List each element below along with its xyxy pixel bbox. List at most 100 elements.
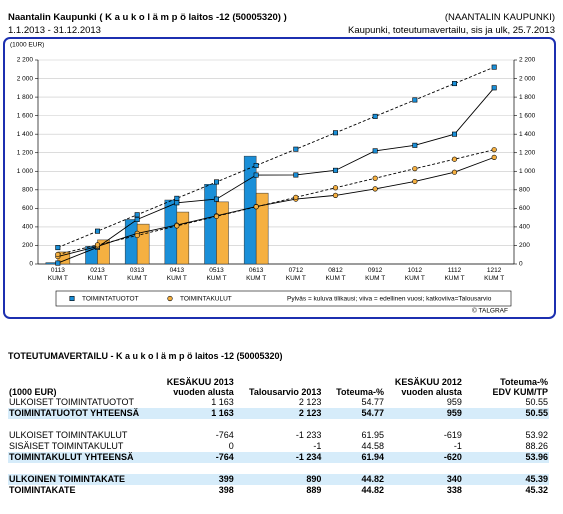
y-tick-label: 400: [22, 224, 33, 231]
marker: [213, 213, 220, 219]
table-cell: 44.82: [361, 485, 384, 495]
table-cell: 2 123: [298, 397, 322, 407]
marker: [412, 166, 418, 172]
column-header: Toteuma-% EDV KUM/TP: [492, 377, 548, 397]
table-row: ULKOISET TOIMINTAKULUT -764 -1 233 61.95 -61…: [8, 430, 549, 441]
column-header: KESÄKUU 2013 vuoden alusta: [166, 377, 234, 397]
y2-tick-label: 1 800: [519, 94, 536, 101]
budget-line: [57, 149, 495, 255]
marker: [293, 172, 299, 178]
marker: [253, 172, 259, 178]
table-cell: 88.26: [525, 441, 548, 451]
table-cell: 1 163: [211, 397, 234, 407]
x-tick-label: 0413 KUM T: [166, 267, 187, 282]
y2-tick-label: 200: [519, 242, 530, 249]
x-tick-label: 0213 KUM T: [87, 267, 108, 282]
y-tick-label: 1 800: [17, 94, 34, 101]
table-cell: 44.58: [361, 441, 384, 451]
x-tick-label: 0513 KUM T: [206, 267, 227, 282]
table-row: ULKOINEN TOIMINTAKATE 399 890 44.82 340 45.39: [8, 474, 549, 485]
y2-tick-label: 400: [519, 224, 530, 231]
y2-tick-label: 1 200: [519, 149, 536, 156]
marker: [94, 242, 101, 248]
spacer-row: [8, 419, 549, 430]
y-tick-label: 1 400: [17, 131, 34, 138]
table-row: TOIMINTAKATE 398 889 44.82 338 45.32: [8, 485, 549, 496]
y2-tick-label: 1 400: [519, 131, 536, 138]
marker: [451, 131, 457, 137]
table-cell: -764: [215, 430, 234, 440]
row-label: SISÄISET TOIMINTAKULUT: [9, 441, 124, 451]
row-label: TOIMINTAKATE: [9, 485, 76, 495]
table-cell: 2 123: [234, 408, 323, 419]
y-tick-label: 200: [22, 242, 33, 249]
marker: [412, 97, 418, 103]
marker: [451, 169, 458, 175]
table-cell: 338: [446, 485, 462, 495]
chart-frame: [3, 37, 556, 319]
legend-label: TOIMINTAKULUT: [180, 296, 232, 303]
row-label: TOIMINTAKULUT YHTEENSÄ: [8, 452, 159, 463]
x-tick-label: 0712 KUM T: [285, 267, 306, 282]
source: © TALGRAF: [472, 307, 508, 315]
table-cell: -1: [313, 441, 322, 451]
spacer-cell: [8, 419, 549, 430]
comparison-table: (1000 EUR) KESÄKUU 2013 vuoden alusta Talo…: [8, 373, 549, 496]
previous-year-line: [57, 87, 495, 264]
table-cell: 61.94: [322, 452, 385, 463]
row-label: TOIMINTATUOTOT YHTEENSÄ: [8, 408, 159, 419]
table-row: ULKOISET TOIMINTATUOTOT 1 163 2 123 54.77 95…: [8, 397, 549, 408]
spacer-row: [8, 463, 549, 474]
marker: [293, 146, 299, 152]
x-tick-label: 0812 KUM T: [325, 267, 346, 282]
y-tick-label: 1 200: [17, 149, 34, 156]
x-tick-label: 0313 KUM T: [127, 267, 148, 282]
table-cell: 50.55: [525, 397, 548, 407]
report-title: Naantalin Kaupunki ( K a u k o l ä m p ö…: [8, 12, 287, 23]
marker: [451, 156, 458, 162]
x-tick-label: 0113 KUM T: [47, 267, 68, 282]
marker: [451, 81, 457, 87]
marker: [412, 178, 418, 185]
marker: [372, 113, 378, 119]
spacer-cell: [8, 463, 549, 474]
bar: [255, 192, 269, 265]
y-tick-label: 2 000: [17, 75, 34, 82]
y-tick-label: 600: [22, 205, 33, 212]
marker: [134, 216, 140, 222]
bar: [216, 201, 229, 265]
legend-label: TOIMINTATUOTOT: [82, 296, 139, 303]
marker: [372, 186, 378, 192]
report-name: Kaupunki, toteutumavertailu, sis ja ulk,…: [347, 25, 555, 36]
marker: [214, 179, 220, 185]
table-cell: 889: [306, 485, 322, 495]
table-cell: -1 233: [295, 430, 322, 440]
legend-note: Pylväs = kuluva tilikausi; viiva = edell…: [287, 296, 492, 303]
bar: [176, 211, 190, 265]
table-cell: 399: [158, 474, 235, 485]
period: 1.1.2013 - 31.12.2013: [8, 25, 101, 36]
marker: [174, 200, 180, 206]
table-cell: 44.82: [322, 474, 385, 485]
marker: [372, 175, 378, 181]
y-tick-label: 800: [22, 187, 33, 194]
x-tick-label: 1012 KUM T: [404, 267, 425, 282]
y-axis-unit: (1000 EUR): [10, 42, 44, 49]
table-cell: 959: [446, 397, 462, 407]
marker: [214, 196, 220, 202]
marker: [372, 148, 378, 154]
column-header: Toteuma-%: [336, 387, 384, 397]
table-cell: -1: [453, 441, 462, 451]
marker: [491, 85, 497, 91]
organization: (NAANTALIN KAUPUNKI): [444, 12, 555, 23]
marker: [332, 185, 339, 191]
table-row: TOIMINTATUOTOT YHTEENSÄ 1 163 2 123 54.77 95…: [8, 408, 549, 419]
table-cell: 340: [385, 474, 463, 485]
marker: [134, 212, 140, 218]
previous-year-line: [57, 156, 495, 258]
column-header: (1000 EUR): [9, 387, 57, 397]
y2-tick-label: 2 000: [519, 75, 536, 82]
marker: [174, 195, 180, 201]
legend-marker: [69, 295, 75, 301]
table-cell: 1 163: [158, 408, 235, 419]
